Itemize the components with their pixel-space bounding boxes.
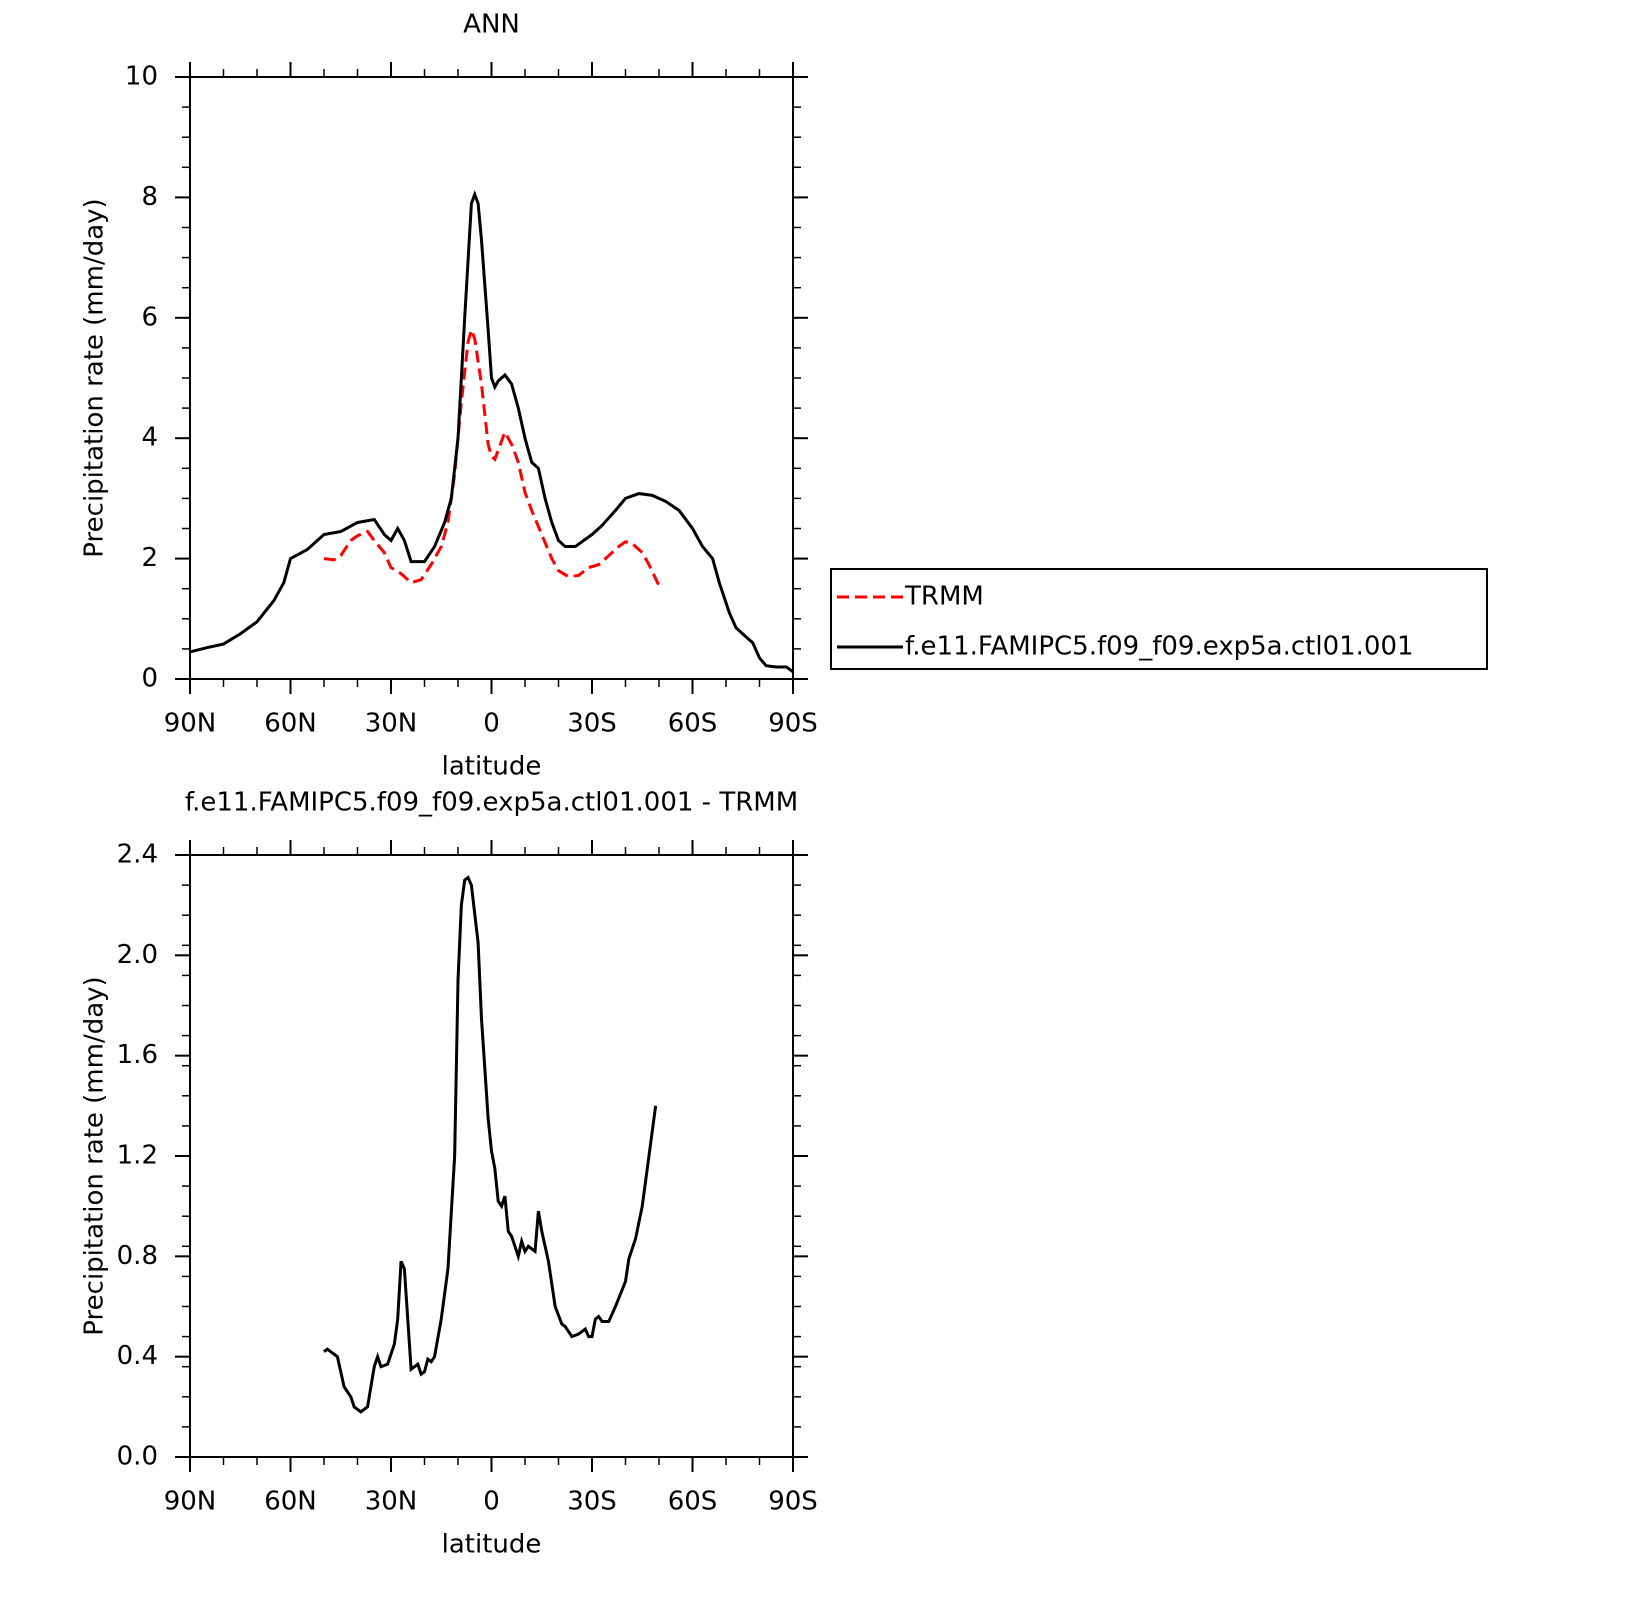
x-tick-label: 30S	[567, 1487, 617, 1517]
x-tick-label: 60N	[264, 1487, 317, 1517]
data-line	[189, 190, 794, 673]
x-tick-label: 0	[483, 1487, 500, 1517]
x-axis-label: latitude	[442, 752, 542, 782]
y-tick-label: 10	[125, 62, 158, 92]
chart-title: ANN	[463, 10, 520, 40]
y-tick-label: 4	[141, 423, 158, 453]
x-tick-label: 30N	[365, 1487, 418, 1517]
y-tick-label: 6	[141, 302, 158, 332]
y-tick-label: 2	[141, 543, 158, 573]
y-axis-label: Precipitation rate (mm/day)	[80, 198, 110, 557]
y-tick-label: 1.6	[117, 1040, 158, 1070]
y-tick-label: 2.0	[117, 940, 158, 970]
legend-box	[830, 568, 1488, 670]
x-tick-label: 90N	[164, 709, 217, 739]
legend-label: f.e11.FAMIPC5.f09_f09.exp5a.ctl01.001	[905, 632, 1414, 662]
y-axis-label: Precipitation rate (mm/day)	[80, 976, 110, 1335]
x-axis-label: latitude	[442, 1530, 542, 1560]
y-tick-label: 1.2	[117, 1141, 158, 1171]
x-tick-label: 90S	[768, 709, 818, 739]
x-tick-label: 90S	[768, 1487, 818, 1517]
x-tick-label: 60N	[264, 709, 317, 739]
x-tick-label: 0	[483, 709, 500, 739]
legend-label: TRMM	[904, 582, 984, 612]
y-tick-label: 0.0	[117, 1442, 158, 1472]
x-tick-label: 30N	[365, 709, 418, 739]
data-line	[323, 324, 661, 587]
y-tick-label: 0	[141, 664, 158, 694]
x-tick-label: 90N	[164, 1487, 217, 1517]
data-line	[323, 875, 658, 1414]
y-tick-label: 0.4	[117, 1341, 158, 1371]
x-tick-label: 60S	[668, 1487, 718, 1517]
x-tick-label: 60S	[668, 709, 718, 739]
y-tick-label: 8	[141, 182, 158, 212]
x-tick-label: 30S	[567, 709, 617, 739]
y-tick-label: 0.8	[117, 1241, 158, 1271]
y-tick-label: 2.4	[117, 840, 158, 870]
chart-title: f.e11.FAMIPC5.f09_f09.exp5a.ctl01.001 - …	[185, 788, 798, 818]
